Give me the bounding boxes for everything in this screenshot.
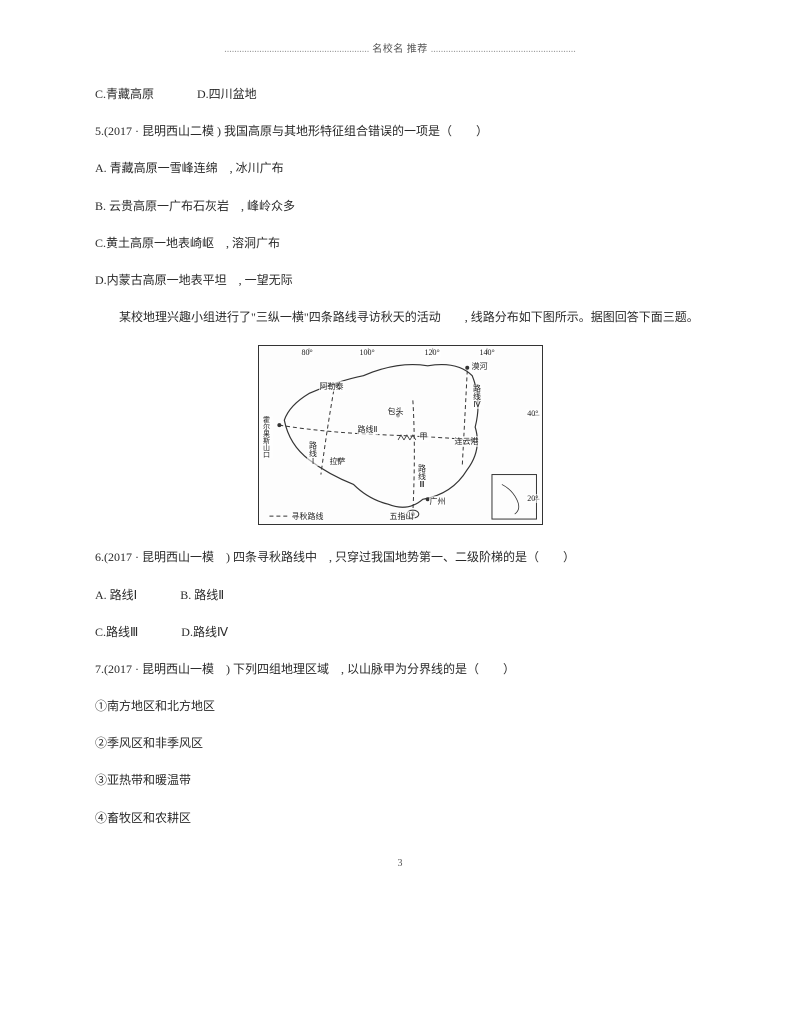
route-4-label: 路线Ⅳ bbox=[471, 384, 484, 409]
map-svg bbox=[259, 346, 542, 524]
city-lasa: 拉萨 bbox=[329, 456, 347, 467]
city-guangzhou: 广州 bbox=[429, 496, 447, 507]
city-mohe: 漠河 bbox=[471, 361, 489, 372]
lon-100: 100° bbox=[359, 348, 376, 357]
lat-40: 40° bbox=[526, 409, 539, 418]
lon-80: 80° bbox=[301, 348, 314, 357]
q7-option-4: ④畜牧区和农耕区 bbox=[95, 809, 705, 828]
inset-islands bbox=[501, 485, 518, 515]
city-baotou: 包头 bbox=[387, 406, 405, 417]
route-4-line bbox=[462, 371, 467, 465]
route-3-label: 路线Ⅲ bbox=[416, 464, 429, 489]
header-dots-left: ........................................… bbox=[224, 44, 369, 55]
city-horgos: 霍尔果斯山口 bbox=[261, 416, 273, 458]
q7-option-2: ②季风区和非季风区 bbox=[95, 734, 705, 753]
route-1-label: 路线Ⅰ bbox=[307, 441, 320, 466]
q6-option-a: A. 路线Ⅰ bbox=[95, 586, 137, 605]
page-number: 3 bbox=[95, 858, 705, 869]
q6-options-ab: A. 路线Ⅰ B. 路线Ⅱ bbox=[95, 586, 705, 605]
header-dots-right: ........................................… bbox=[431, 44, 576, 55]
figure-wrap: 80° 100° 120° 140° 40° 20° 漠河 阿勒泰 霍尔果斯山口… bbox=[95, 345, 705, 530]
map-figure: 80° 100° 120° 140° 40° 20° 漠河 阿勒泰 霍尔果斯山口… bbox=[258, 345, 543, 525]
lon-120: 120° bbox=[424, 348, 441, 357]
q6-option-d: D.路线Ⅳ bbox=[181, 623, 228, 642]
lon-140: 140° bbox=[479, 348, 496, 357]
q5-option-b: B. 云贵高原一广布石灰岩 , 峰岭众多 bbox=[95, 197, 705, 216]
q4-option-c: C.青藏高原 bbox=[95, 85, 154, 104]
q7-option-3: ③亚热带和暖温带 bbox=[95, 771, 705, 790]
legend-label: 寻秋路线 bbox=[291, 511, 325, 522]
passage-text: 某校地理兴趣小组进行了"三纵一横"四条路线寻访秋天的活动 , 线路分布如下图所示… bbox=[95, 308, 705, 327]
lat-20: 20° bbox=[526, 494, 539, 503]
page-container: ........................................… bbox=[0, 0, 800, 899]
q6-option-c: C.路线Ⅲ bbox=[95, 623, 138, 642]
route-2-label: 路线Ⅱ bbox=[357, 424, 379, 435]
label-jia: 甲 bbox=[419, 431, 429, 442]
q7-option-1: ①南方地区和北方地区 bbox=[95, 697, 705, 716]
header: ........................................… bbox=[95, 40, 705, 55]
q5-option-a: A. 青藏高原一雪峰连绵 , 冰川广布 bbox=[95, 159, 705, 178]
q4-options-tail: C.青藏高原 D.四川盆地 bbox=[95, 85, 705, 104]
city-lianyungang: 连云港 bbox=[454, 436, 480, 447]
q6-stem: 6.(2017 · 昆明西山一模 ) 四条寻秋路线中 , 只穿过我国地势第一、二… bbox=[95, 548, 705, 567]
q5-option-d: D.内蒙古高原一地表平坦 , 一望无际 bbox=[95, 271, 705, 290]
q6-options-cd: C.路线Ⅲ D.路线Ⅳ bbox=[95, 623, 705, 642]
q6-option-b: B. 路线Ⅱ bbox=[180, 586, 224, 605]
route-3-line bbox=[412, 401, 413, 513]
q5-stem: 5.(2017 · 昆明西山二模 ) 我国高原与其地形特征组合错误的一项是（ ） bbox=[95, 122, 705, 141]
q4-option-d: D.四川盆地 bbox=[197, 85, 257, 104]
q7-stem: 7.(2017 · 昆明西山一模 ) 下列四组地理区域 , 以山脉甲为分界线的是… bbox=[95, 660, 705, 679]
city-wuzhishan: 五指山 bbox=[389, 511, 415, 522]
coastline bbox=[284, 365, 478, 508]
q5-option-c: C.黄土高原一地表崎岖 , 溶洞广布 bbox=[95, 234, 705, 253]
city-altay: 阿勒泰 bbox=[319, 381, 345, 392]
header-text: 名校名 推荐 bbox=[372, 44, 428, 55]
mountain-jia-icon bbox=[398, 435, 416, 440]
